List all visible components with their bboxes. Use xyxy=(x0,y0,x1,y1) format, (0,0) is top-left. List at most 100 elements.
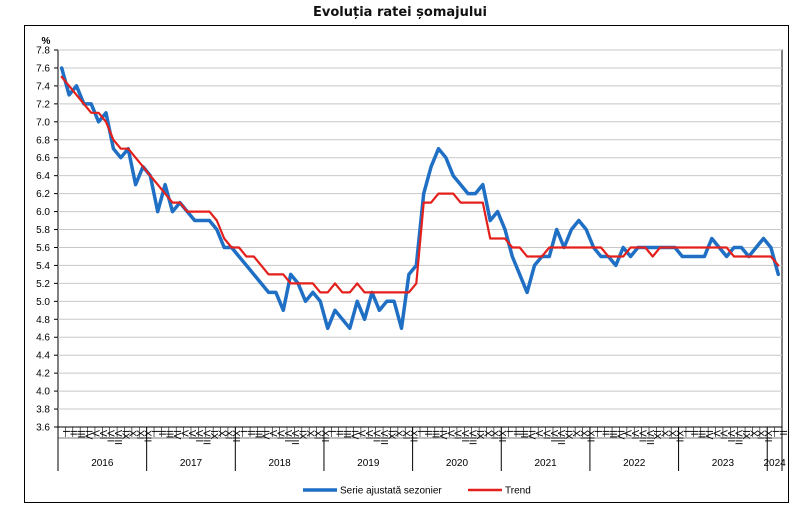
x-month-label: VI xyxy=(363,430,374,439)
x-month-label: II xyxy=(156,430,167,436)
series-line-trend xyxy=(60,75,780,294)
x-month-label: VIII xyxy=(555,430,566,445)
x-month-label: VIII xyxy=(732,430,743,445)
x-month-label: IV xyxy=(703,430,714,440)
y-tick-label: 6.8 xyxy=(36,135,50,146)
x-month-label: I xyxy=(238,430,249,433)
x-month-label: I xyxy=(592,430,603,433)
x-year-label: 2023 xyxy=(712,458,735,469)
x-month-label: VII xyxy=(282,430,293,442)
x-month-label: VII xyxy=(459,430,470,442)
legend-label: Serie ajustată sezonier xyxy=(340,486,442,497)
x-month-label: II xyxy=(334,430,345,436)
x-month-label: II xyxy=(422,430,433,436)
x-month-label: VII xyxy=(193,430,204,442)
x-month-label: VI xyxy=(186,430,197,439)
y-tick-label: 3.8 xyxy=(36,405,50,416)
x-month-label: II xyxy=(245,430,256,436)
y-tick-label: 7.6 xyxy=(36,63,50,74)
x-month-label: VII xyxy=(725,430,736,442)
y-tick-label: 6.0 xyxy=(36,207,50,218)
x-year-label: 2018 xyxy=(269,458,292,469)
x-month-label: I xyxy=(681,430,692,433)
x-month-label: X xyxy=(481,430,492,437)
x-month-label: VI xyxy=(540,430,551,439)
x-month-label: IX xyxy=(740,430,751,440)
x-month-label: VIII xyxy=(201,430,212,445)
x-month-label: XI xyxy=(400,430,411,439)
y-tick-label: 6.4 xyxy=(36,171,50,182)
x-month-label: I xyxy=(60,430,71,433)
x-month-label: III xyxy=(75,430,86,438)
x-month-label: IX xyxy=(474,430,485,440)
x-month-label: IV xyxy=(171,430,182,440)
x-month-label: V xyxy=(356,430,367,437)
x-month-label: VII xyxy=(548,430,559,442)
x-month-label: II xyxy=(600,430,611,436)
chart-frame xyxy=(24,25,789,503)
x-month-label: IV xyxy=(614,430,625,440)
x-month-label: III xyxy=(164,430,175,438)
x-month-label: V xyxy=(622,430,633,437)
x-month-label: IX xyxy=(297,430,308,440)
x-month-label: VI xyxy=(452,430,463,439)
x-month-label: I xyxy=(326,430,337,433)
x-month-label: III xyxy=(607,430,618,438)
x-month-label: VII xyxy=(105,430,116,442)
y-tick-label: 7.4 xyxy=(36,81,50,92)
x-month-label: XI xyxy=(311,430,322,439)
x-year-label: 2019 xyxy=(357,458,380,469)
x-month-label: V xyxy=(444,430,455,437)
x-month-label: III xyxy=(430,430,441,438)
x-month-label: XI xyxy=(666,430,677,439)
y-axis-unit-label: % xyxy=(42,36,51,47)
x-month-label: VI xyxy=(718,430,729,439)
x-year-label: 2022 xyxy=(623,458,646,469)
x-month-label: III xyxy=(518,430,529,438)
x-month-label: V xyxy=(710,430,721,437)
x-month-label: IV xyxy=(82,430,93,440)
x-month-label: X xyxy=(127,430,138,437)
x-month-label: XI xyxy=(134,430,145,439)
y-tick-label: 5.0 xyxy=(36,297,50,308)
x-month-label: IV xyxy=(348,430,359,440)
x-month-label: X xyxy=(570,430,581,437)
y-tick-label: 3.6 xyxy=(36,423,50,434)
x-month-label: X xyxy=(304,430,315,437)
x-month-label: V xyxy=(533,430,544,437)
x-month-label: VII xyxy=(636,430,647,442)
x-month-label: IV xyxy=(260,430,271,440)
x-month-label: XI xyxy=(577,430,588,439)
x-month-label: X xyxy=(659,430,670,437)
x-month-label: II xyxy=(68,430,79,436)
x-year-label: 2017 xyxy=(180,458,203,469)
x-month-label: VIII xyxy=(289,430,300,445)
x-month-label: XI xyxy=(223,430,234,439)
y-tick-label: 4.0 xyxy=(36,387,50,398)
x-month-label: VIII xyxy=(644,430,655,445)
x-month-label: X xyxy=(215,430,226,437)
x-month-label: V xyxy=(267,430,278,437)
y-tick-label: 5.2 xyxy=(36,279,50,290)
chart-title: Evoluția ratei șomajului xyxy=(312,5,488,20)
x-month-label: III xyxy=(696,430,707,438)
x-month-label: I xyxy=(149,430,160,433)
y-tick-label: 5.8 xyxy=(36,225,50,236)
x-month-label: II xyxy=(688,430,699,436)
y-tick-label: 5.4 xyxy=(36,261,50,272)
y-tick-label: 6.2 xyxy=(36,189,50,200)
x-month-label: I xyxy=(415,430,426,433)
y-tick-label: 7.2 xyxy=(36,99,50,110)
y-tick-label: 4.2 xyxy=(36,369,50,380)
x-month-label: III xyxy=(341,430,352,438)
x-year-label: 2021 xyxy=(534,458,557,469)
x-month-label: III xyxy=(252,430,263,438)
x-month-label: VI xyxy=(97,430,108,439)
x-year-label: 2020 xyxy=(446,458,469,469)
y-tick-label: 6.6 xyxy=(36,153,50,164)
x-month-label: IX xyxy=(385,430,396,440)
x-month-label: IX xyxy=(651,430,662,440)
y-tick-label: 7.0 xyxy=(36,117,50,128)
x-month-label: VIII xyxy=(112,430,123,445)
x-month-label: II xyxy=(511,430,522,436)
